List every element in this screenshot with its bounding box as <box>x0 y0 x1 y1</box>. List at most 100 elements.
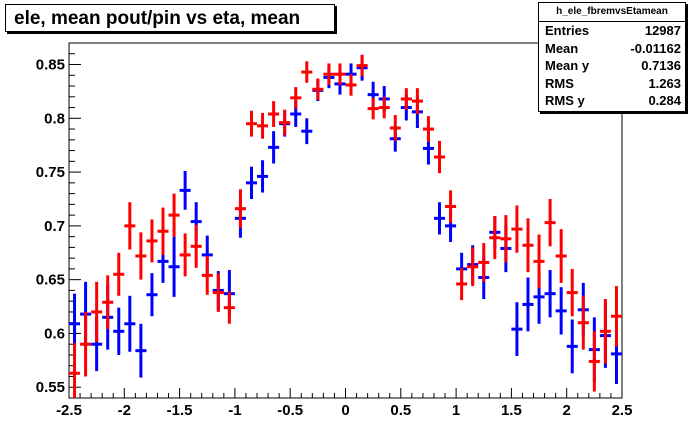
data-point <box>433 202 446 235</box>
stats-histogram-name: h_ele_fbremvsEtamean <box>539 3 685 22</box>
data-point <box>124 202 136 250</box>
data-point <box>334 63 346 85</box>
data-point <box>279 109 291 136</box>
data-point <box>113 252 125 296</box>
x-tick-label: -2.5 <box>56 402 82 419</box>
data-point <box>245 110 258 137</box>
data-point <box>135 232 147 280</box>
data-point <box>69 343 81 398</box>
data-point <box>234 189 246 229</box>
data-point <box>555 229 567 283</box>
data-point <box>467 247 479 287</box>
data-point <box>511 205 523 253</box>
axis-ticks: -2.5 -2 -1.5 -1 -0.5 0 0.5 1 1.5 2 2.5 0.55 0.6 0.65 0… <box>36 42 633 419</box>
y-tick-label: 0.6 <box>44 325 65 342</box>
chart-title: ele, mean pout/pin vs eta, mean <box>14 8 301 29</box>
data-point <box>157 207 169 255</box>
data-point <box>588 331 600 392</box>
data-point <box>544 198 556 247</box>
data-point <box>301 118 313 145</box>
data-point <box>367 97 379 120</box>
stats-value: 12987 <box>644 23 681 38</box>
data-point <box>489 216 501 260</box>
stats-label: RMS y <box>545 93 585 108</box>
data-point <box>610 286 622 347</box>
series-red <box>69 54 622 398</box>
data-point <box>168 193 180 237</box>
data-point <box>522 218 534 273</box>
stats-label: Mean <box>545 41 579 56</box>
x-tick-label: 0.5 <box>390 402 411 419</box>
data-point <box>456 267 468 301</box>
data-point <box>301 61 313 83</box>
data-point <box>179 233 191 277</box>
stats-row-entries: Entries 12987 <box>545 22 681 40</box>
data-point <box>478 243 490 282</box>
x-tick-label: -1 <box>228 402 241 419</box>
stats-row-rms: RMS 1.263 <box>545 75 681 93</box>
x-tick-label: 2 <box>563 402 571 419</box>
x-tick-label: -0.5 <box>277 402 303 419</box>
data-point <box>533 234 545 289</box>
y-tick-label: 0.7 <box>44 218 65 235</box>
y-tick-label: 0.65 <box>36 272 65 289</box>
data-point <box>257 112 269 139</box>
data-point <box>168 236 180 297</box>
data-point <box>290 87 302 109</box>
data-point <box>257 160 269 193</box>
data-point <box>445 190 457 223</box>
data-point <box>566 268 578 317</box>
stats-value: -0.01162 <box>630 41 681 56</box>
data-point <box>577 295 589 350</box>
stats-label: RMS <box>545 76 574 91</box>
data-point <box>201 256 213 295</box>
data-point <box>400 88 412 110</box>
y-tick-label: 0.8 <box>44 110 65 127</box>
data-point <box>91 281 103 343</box>
data-point <box>312 78 324 101</box>
x-tick-label: -1.5 <box>167 402 193 419</box>
y-tick-label: 0.55 <box>36 379 65 396</box>
x-tick-label: 2.5 <box>612 402 633 419</box>
data-point <box>345 74 357 96</box>
stats-label: Mean y <box>545 58 590 73</box>
data-point <box>511 302 523 357</box>
y-tick-label: 0.75 <box>36 164 65 181</box>
chart-title-box: ele, mean pout/pin vs eta, mean <box>5 4 335 32</box>
data-point <box>555 287 567 335</box>
data-point <box>245 166 258 199</box>
stats-row-mean-y: Mean y 0.7136 <box>545 57 681 75</box>
data-point <box>124 295 136 352</box>
data-point <box>500 215 512 263</box>
x-tick-label: -2 <box>118 402 131 419</box>
stats-label: Entries <box>545 23 590 38</box>
data-point <box>378 96 390 119</box>
x-tick-label: 0 <box>341 402 349 419</box>
data-point <box>433 140 446 174</box>
data-point <box>422 116 434 142</box>
data-point <box>389 115 401 141</box>
data-point <box>411 88 423 114</box>
data-point <box>113 307 125 355</box>
data-point <box>544 269 556 318</box>
stats-box: h_ele_fbremvsEtamean Entries 12987 Mean … <box>538 2 686 112</box>
data-point <box>135 323 147 378</box>
stats-value: 1.263 <box>648 76 681 91</box>
x-tick-label: 1 <box>452 402 460 419</box>
data-point <box>268 101 280 127</box>
data-point <box>566 319 578 374</box>
data-point <box>179 171 191 210</box>
data-point <box>212 273 224 312</box>
data-point <box>146 219 158 263</box>
data-point <box>102 275 114 330</box>
data-point <box>323 63 335 85</box>
data-series <box>69 54 622 398</box>
data-point <box>223 291 235 324</box>
y-tick-label: 0.85 <box>36 57 65 74</box>
data-point <box>599 299 611 364</box>
stats-value: 0.7136 <box>641 58 681 73</box>
x-tick-label: 1.5 <box>501 402 522 419</box>
data-point <box>268 131 280 164</box>
data-point <box>356 54 368 77</box>
